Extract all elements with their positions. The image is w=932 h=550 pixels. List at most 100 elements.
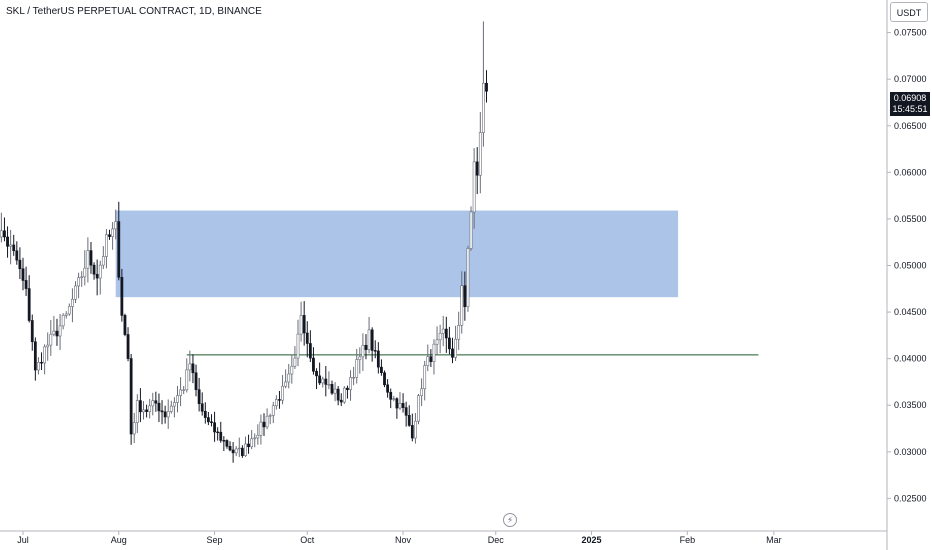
candle-body — [77, 277, 81, 287]
candle-body — [358, 356, 362, 360]
candle — [460, 271, 464, 334]
candle — [395, 397, 399, 419]
candle — [157, 393, 161, 423]
candle — [80, 271, 84, 287]
candle — [3, 217, 6, 242]
candle — [355, 348, 359, 384]
price-axis[interactable]: 0.02500 0.03000 0.03500 0.04000 0.04500 0.050… — [887, 28, 927, 504]
candle-body — [327, 384, 331, 386]
candle — [376, 342, 380, 374]
candle — [114, 209, 118, 240]
candle-body — [64, 313, 68, 316]
candle — [105, 229, 108, 269]
candle — [342, 386, 346, 404]
candle — [191, 354, 195, 384]
candle — [234, 446, 238, 457]
last-price-badge: 0.06908 15:45:51 — [890, 92, 930, 116]
candle-body — [370, 329, 374, 351]
candle — [225, 439, 229, 449]
candle-body — [234, 448, 238, 454]
candle-body — [392, 398, 396, 400]
candle — [83, 250, 87, 286]
y-tick-label: 0.07000 — [894, 74, 927, 84]
candle-body — [203, 410, 207, 418]
candle-body — [222, 440, 226, 442]
candle — [163, 405, 167, 424]
candle-body — [139, 400, 142, 413]
candle-body — [376, 350, 380, 368]
candle — [108, 229, 111, 240]
candle-body — [481, 82, 485, 133]
y-tick-label: 0.02500 — [894, 493, 927, 503]
candle-body — [33, 341, 37, 371]
candle-body — [256, 434, 260, 439]
candle-body — [98, 264, 102, 279]
candle-body — [262, 421, 266, 428]
candle — [451, 337, 454, 364]
candle — [318, 362, 322, 386]
candle-body — [395, 398, 399, 409]
candle-body — [225, 440, 229, 447]
candle-body — [111, 228, 115, 237]
candle — [142, 401, 145, 420]
candle — [346, 385, 349, 399]
candle — [52, 316, 56, 337]
candle — [185, 358, 189, 393]
candle — [438, 324, 442, 354]
candle-body — [244, 443, 247, 456]
candle — [250, 429, 254, 450]
candle-body — [58, 325, 62, 337]
candle-body — [40, 362, 43, 364]
candle — [21, 257, 25, 291]
candle-body — [228, 446, 232, 451]
candle-body — [61, 315, 65, 327]
candle-body — [435, 339, 439, 345]
candle — [256, 424, 260, 445]
candle — [271, 401, 275, 424]
candle-body — [49, 333, 53, 346]
candle — [423, 360, 427, 401]
candle-body — [166, 411, 170, 418]
candle-body — [457, 325, 461, 340]
candle-body — [169, 405, 173, 412]
candle-body — [247, 443, 250, 448]
supply-zone-rectangle[interactable] — [115, 210, 679, 298]
candle — [95, 259, 99, 296]
y-tick-label: 0.05000 — [894, 261, 927, 271]
x-tick-label: Oct — [300, 535, 315, 545]
currency-button[interactable]: USDT — [890, 2, 928, 22]
candle — [315, 368, 318, 390]
candle — [274, 395, 278, 410]
lightning-bolt-icon[interactable]: ⚡ — [503, 513, 517, 527]
candle-body — [429, 356, 433, 362]
candle-body — [414, 420, 417, 439]
candle-body — [410, 425, 414, 439]
candle-body — [89, 250, 93, 266]
candle — [457, 311, 461, 350]
candle — [135, 394, 139, 434]
candle — [469, 206, 473, 251]
candle — [219, 421, 223, 443]
candle — [182, 385, 186, 395]
candle — [27, 275, 31, 323]
candle — [324, 365, 328, 397]
candle-body — [114, 221, 118, 230]
candle-body — [321, 378, 325, 384]
candlestick-series — [0, 21, 488, 463]
candle — [98, 260, 102, 295]
candle — [414, 412, 417, 444]
candle — [268, 413, 272, 425]
y-tick-label: 0.04000 — [894, 354, 927, 364]
candle-body — [308, 343, 312, 359]
candle — [194, 364, 198, 397]
candle-body — [197, 389, 201, 405]
candle-body — [30, 320, 34, 343]
candle — [281, 375, 284, 405]
candle — [426, 344, 430, 372]
x-tick-label: Sep — [207, 535, 223, 545]
candle-body — [216, 431, 220, 434]
candle-body — [74, 285, 77, 300]
candle-body — [290, 365, 294, 375]
time-axis[interactable]: Jul Aug Sep Oct Nov Dec 2025 Feb Mar — [17, 531, 782, 545]
